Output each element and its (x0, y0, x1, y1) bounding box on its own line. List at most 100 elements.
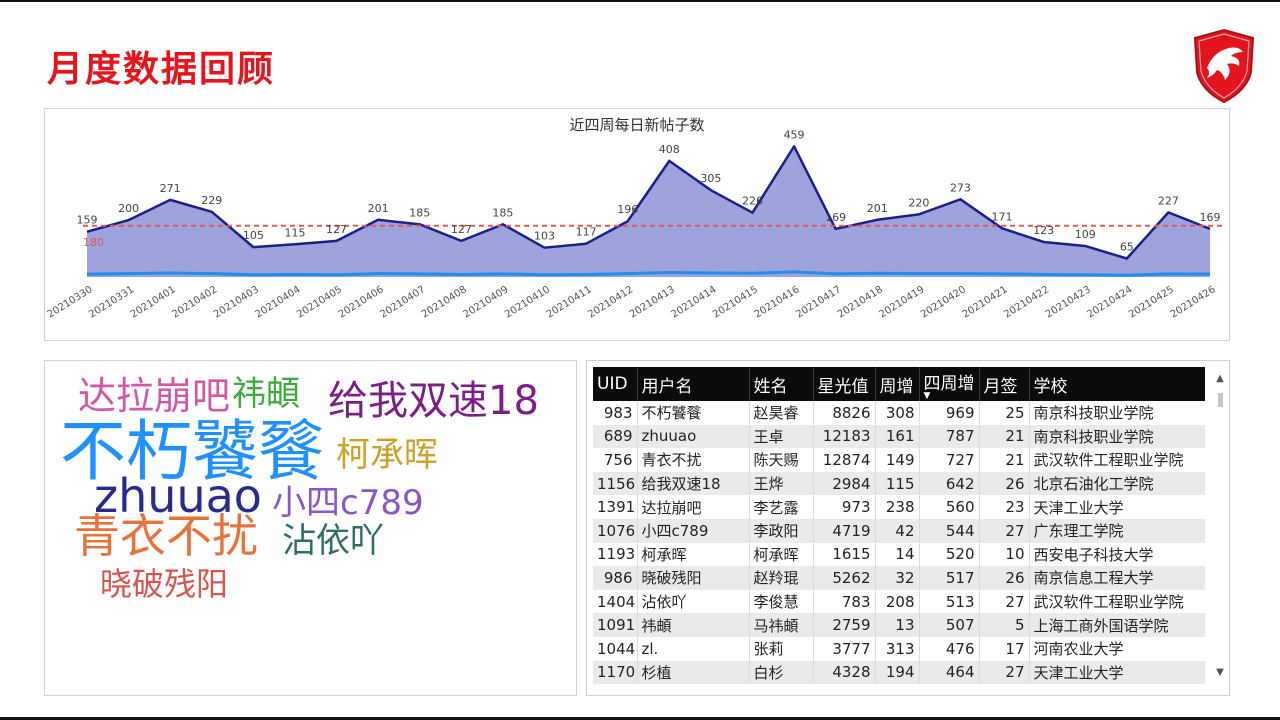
table-cell: 8826 (812, 401, 875, 425)
table-cell: 507 (918, 613, 979, 637)
table-cell: 756 (603, 450, 633, 469)
data-label: 171 (992, 210, 1013, 223)
table-row[interactable]: 1391 达拉崩吧 李艺露 973 238 560 23 天津工业大学 (593, 495, 1205, 519)
data-label: 227 (1158, 194, 1179, 207)
column-header-star-value[interactable]: 星光值 (812, 367, 875, 401)
word-cloud-item: 青衣不扰 (74, 509, 258, 563)
user-ranking-table-panel: UID 用户名 姓名 星光值 周增 四周增 ▼ 月签 学校 983 不朽饕餮 赵昊睿… (586, 360, 1230, 696)
column-header-uid[interactable]: UID (593, 367, 637, 401)
table-row[interactable]: 1156 给我双速18 王烨 2984 115 642 26 北京石油化工学院 (593, 471, 1205, 496)
data-label: 127 (451, 223, 472, 236)
data-label: 109 (1075, 228, 1096, 241)
table-row[interactable]: 1091 祎頔 马祎頔 2759 13 507 5 上海工商外国语学院 (593, 613, 1205, 637)
table-cell: 12874 (812, 448, 875, 472)
table-cell: 12183 (812, 424, 875, 449)
x-tick-label: 20210413 (628, 284, 677, 320)
x-tick-label: 20210418 (836, 284, 885, 320)
data-label: 127 (326, 223, 347, 236)
user-ranking-table: UID 用户名 姓名 星光值 周增 四周增 ▼ 月签 学校 983 不朽饕餮 赵昊睿… (593, 367, 1205, 685)
table-cell: 313 (874, 636, 919, 661)
reference-line-label: 180 (83, 236, 104, 249)
table-cell: 5 (978, 613, 1029, 637)
table-cell: 白杉 (748, 660, 813, 685)
table-cell: 308 (874, 401, 919, 425)
table-cell: 689 (593, 424, 637, 449)
table-cell: 1076 (593, 518, 637, 543)
data-label: 105 (243, 229, 264, 242)
scrollbar-thumb[interactable] (1218, 393, 1223, 407)
series-line-lower (86, 270, 1211, 277)
table-row[interactable]: 1404 沾依吖 李俊慧 783 208 513 27 武汉软件工程职业学院 (593, 589, 1205, 614)
table-cell: 李艺露 (748, 495, 813, 519)
table-cell: 南京科技职业学院 (1028, 424, 1205, 449)
scroll-down-icon[interactable]: ▼ (1216, 667, 1224, 678)
table-cell: 21 (978, 424, 1029, 449)
table-cell: 161 (874, 424, 919, 449)
table-row[interactable]: 1193 柯承晖 柯承晖 1615 14 520 10 西安电子科技大学 (593, 542, 1205, 567)
table-cell: 32 (874, 566, 919, 590)
table-cell: 赵昊睿 (748, 401, 813, 425)
table-row[interactable]: 1044 zl. 张莉 3777 313 476 17 河南农业大学 (593, 636, 1205, 661)
table-row[interactable]: 986 晓破残阳 赵羚琨 5262 32 517 26 南京信息工程大学 (593, 566, 1205, 590)
bottom-border (0, 717, 1280, 720)
x-tick-label: 20210417 (794, 284, 843, 320)
data-label: 200 (118, 202, 139, 215)
table-cell: 27 (978, 518, 1029, 543)
table-scrollbar[interactable]: ▲ ▼ (1214, 367, 1226, 693)
table-cell: 南京信息工程大学 (1028, 566, 1205, 590)
x-tick-label: 20210410 (503, 284, 552, 320)
x-tick-label: 20210331 (87, 284, 136, 320)
table-cell: 1044 (597, 639, 636, 658)
x-tick-label: 20210423 (1044, 284, 1093, 320)
column-header-weekly-gain[interactable]: 周增 (874, 367, 919, 401)
top-border (0, 0, 1280, 2)
table-cell: 赵羚琨 (748, 566, 813, 590)
column-header-username[interactable]: 用户名 (636, 367, 749, 401)
x-tick-label: 20210330 (46, 284, 95, 320)
data-label: 159 (77, 214, 98, 227)
scroll-up-icon[interactable]: ▲ (1216, 373, 1224, 384)
series-line (86, 145, 1211, 260)
table-cell: 973 (812, 495, 875, 519)
table-header-row: UID 用户名 姓名 星光值 周增 四周增 ▼ 月签 学校 (593, 367, 1205, 401)
table-row[interactable]: 689 zhuuao 王卓 12183 161 787 21 南京科技职业学院 (593, 424, 1205, 449)
table-cell: 21 (978, 448, 1029, 472)
x-tick-label: 20210415 (711, 284, 760, 320)
table-cell: 560 (918, 495, 979, 519)
column-header-name[interactable]: 姓名 (748, 367, 813, 401)
data-label: 201 (867, 202, 888, 215)
data-label: 103 (534, 230, 555, 243)
data-label: 169 (825, 211, 846, 224)
x-tick-label: 20210420 (919, 284, 968, 320)
table-cell: 河南农业大学 (1028, 636, 1205, 661)
table-cell: 544 (918, 518, 979, 543)
x-tick-label: 20210403 (212, 284, 261, 320)
column-header-monthly-checkin[interactable]: 月签 (978, 367, 1029, 401)
table-cell: 10 (978, 542, 1029, 567)
table-row[interactable]: 1076 小四c789 李政阳 4719 42 544 27 广东理工学院 (593, 518, 1205, 543)
table-cell: 1391 (597, 498, 636, 517)
x-tick-label: 20210425 (1127, 284, 1176, 320)
word-cloud-item: 给我双速18 (328, 378, 539, 424)
table-row[interactable]: 983 不朽饕餮 赵昊睿 8826 308 969 25 南京科技职业学院 (593, 401, 1205, 425)
table-row[interactable]: 756 青衣不扰 陈天赐 12874 149 727 21 武汉软件工程职业学院 (593, 448, 1205, 472)
table-cell: 达拉崩吧 (636, 495, 749, 519)
table-cell: 4719 (812, 518, 875, 543)
x-tick-label: 20210402 (170, 284, 219, 320)
table-cell: 南京科技职业学院 (1028, 401, 1205, 425)
table-cell: 23 (978, 495, 1029, 519)
table-cell: 194 (874, 660, 919, 685)
table-cell: 天津工业大学 (1028, 660, 1205, 685)
data-label: 271 (160, 182, 181, 195)
word-cloud-item: 小四c789 (272, 483, 424, 523)
data-label: 408 (659, 143, 680, 156)
table-row[interactable]: 1170 杉植 白杉 4328 194 464 27 天津工业大学 (593, 660, 1205, 685)
word-cloud-item: zhuuao (94, 469, 262, 523)
table-cell: 武汉软件工程职业学院 (1028, 589, 1205, 614)
table-cell: 783 (812, 589, 875, 614)
column-header-school[interactable]: 学校 (1028, 367, 1205, 401)
table-cell: 1156 (593, 471, 637, 496)
table-cell: 1615 (812, 542, 875, 567)
column-header-four-week-gain[interactable]: 四周增 ▼ (918, 367, 979, 401)
table-cell: 983 (603, 403, 633, 422)
